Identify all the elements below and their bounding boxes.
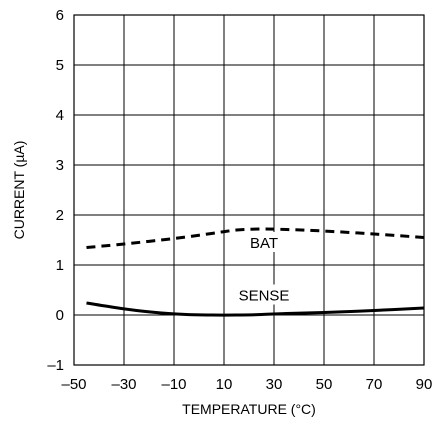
y-axis-label: CURRENT (µA) [11, 141, 27, 240]
grid [73, 14, 425, 366]
y-tick-labels: –1 0 1 2 3 4 5 6 [47, 7, 64, 374]
series-sense-line [86, 301, 425, 317]
x-tick-labels: –50 –30 –10 10 30 50 70 90 [61, 376, 432, 393]
y-tick-label: 1 [56, 257, 64, 274]
annotation-bat: BAT [250, 235, 278, 252]
y-tick-label: –1 [47, 357, 64, 374]
x-tick-label: 30 [266, 376, 283, 393]
x-tick-label: –50 [61, 376, 86, 393]
annotation-sense: SENSE [239, 288, 290, 305]
x-tick-label: 90 [416, 376, 433, 393]
y-tick-label: 4 [56, 107, 64, 124]
y-tick-label: 2 [56, 207, 64, 224]
plot-frame [73, 14, 425, 366]
series-lines [86, 227, 425, 317]
x-axis-label: TEMPERATURE (°C) [182, 401, 316, 417]
x-tick-label: 10 [216, 376, 233, 393]
series-annotations: BAT SENSE [234, 232, 294, 305]
x-tick-label: 70 [366, 376, 383, 393]
x-tick-label: –10 [161, 376, 186, 393]
y-tick-label: 3 [56, 157, 64, 174]
y-tick-label: 0 [56, 307, 64, 324]
annotation-background [244, 232, 284, 252]
annotation-background [234, 284, 294, 305]
y-tick-label: 6 [56, 7, 64, 24]
series-bat-line [86, 227, 425, 249]
x-tick-label: 50 [316, 376, 333, 393]
x-tick-label: –30 [111, 376, 136, 393]
y-tick-label: 5 [56, 57, 64, 74]
